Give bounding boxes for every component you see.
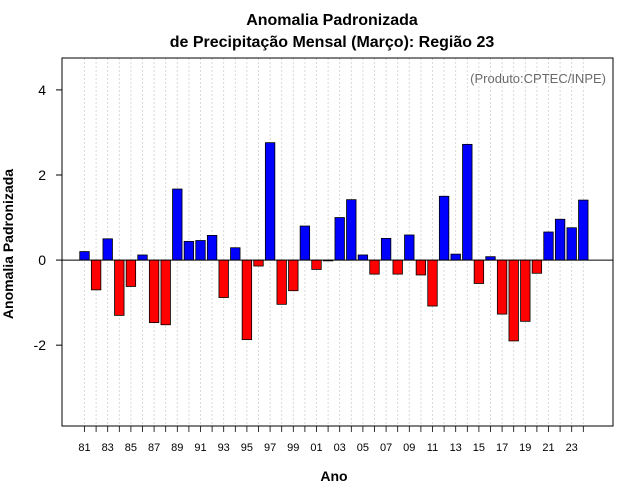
bar-1990 [183,240,195,261]
bar-1997 [264,142,276,261]
bar-2019 [520,259,531,322]
bar-2003 [334,217,345,261]
bar-2011 [427,259,438,307]
bar-1994 [230,247,241,261]
bar-2012 [438,195,450,261]
plot-frame [61,57,614,427]
bar-1993 [218,259,229,298]
bar-2009 [404,234,415,261]
bar-2017 [496,259,508,315]
x-tick-label: 93 [218,442,230,454]
bar-2022 [554,218,566,261]
x-tick-label: 01 [310,442,322,454]
bar-1984 [114,259,125,316]
credit-label: (Produto:CPTEC/INPE) [470,71,606,86]
x-tick-label: 13 [450,442,462,454]
x-tick-label: 19 [519,442,531,454]
bar-2005 [357,254,369,261]
bar-1989 [172,188,183,261]
bar-2021 [543,231,554,261]
x-tick-label: 97 [264,442,276,454]
bar-2023 [566,227,577,261]
bar-1995 [241,259,253,341]
bar-1983 [102,238,113,261]
x-tick-label: 05 [357,442,369,454]
bar-1982 [90,259,102,291]
bar-2015 [473,259,485,284]
x-tick-label: 17 [496,442,508,454]
bar-1991 [195,240,206,261]
x-tick-label: 15 [473,442,485,454]
y-tick-label: 0 [38,252,46,268]
y-tick-label: 2 [38,167,46,183]
bar-1981 [79,251,90,261]
bar-2010 [415,259,427,276]
bar-2020 [531,259,543,274]
x-tick-label: 07 [380,442,392,454]
x-tick-label: 81 [78,442,90,454]
x-tick-label: 95 [241,442,253,454]
bar-1985 [125,259,137,287]
bar-2000 [299,225,311,261]
bar-1988 [160,259,171,326]
x-tick-label: 11 [427,442,438,454]
x-tick-label: 23 [566,442,578,454]
bar-2018 [508,259,519,342]
bar-1998 [276,259,287,305]
bar-2008 [392,259,403,275]
x-tick-label: 21 [542,442,554,454]
bar-2013 [450,253,461,261]
y-tick-label: -2 [34,337,47,353]
x-tick-label: 99 [287,442,299,454]
bar-2016 [485,256,496,261]
chart-title-line1: Anomalia Padronizada [246,12,418,29]
y-axis-ticks: -2 0 2 4 [34,82,62,353]
bar-2006 [369,259,380,275]
bar-1996 [253,259,264,267]
x-axis-ticks: 81 83 85 87 89 91 93 95 97 99 01 03 05 07 09 11 13 15 17 19… [78,426,584,454]
bar-1986 [137,254,148,261]
x-tick-label: 89 [171,442,183,454]
x-tick-label: 91 [194,442,206,454]
x-tick-label: 83 [102,442,114,454]
bar-2007 [380,237,392,261]
y-axis-label: Anomalia Padronizada [0,169,16,319]
bar-1999 [288,259,299,292]
x-tick-label: 87 [148,442,160,454]
bar-1987 [148,259,160,324]
grid-lines [84,58,584,426]
x-tick-label: 09 [403,442,415,454]
bar-1992 [206,235,218,261]
bar-2024 [578,199,589,261]
x-axis-label: Ano [320,468,347,484]
bar-2014 [462,143,473,261]
bar-2004 [346,199,357,261]
x-tick-label: 85 [125,442,137,454]
x-tick-label: 03 [334,442,346,454]
chart-title-line2: de Precipitação Mensal (Março): Região 2… [170,34,495,51]
bars [79,142,589,342]
y-tick-label: 4 [38,82,46,98]
bar-2001 [311,259,322,270]
